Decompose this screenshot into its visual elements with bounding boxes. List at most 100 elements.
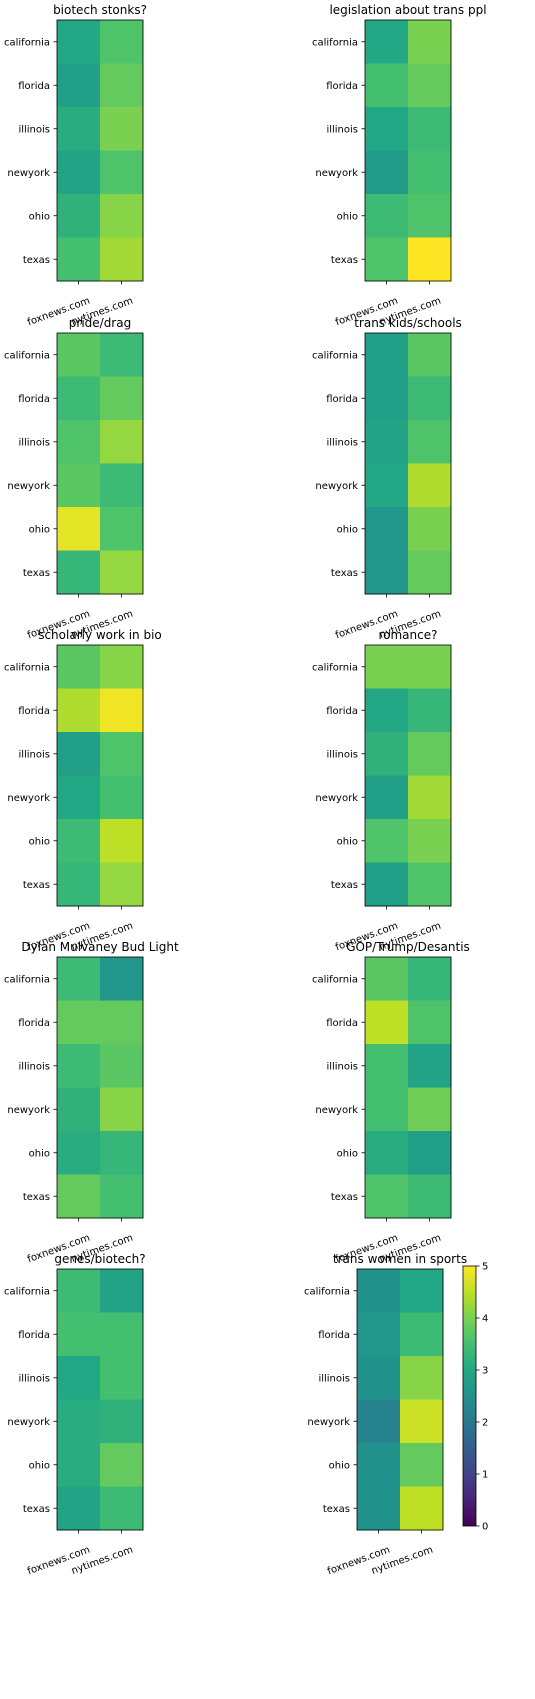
heatmap-cell [408,775,452,820]
heatmap-cell [100,107,144,151]
y-tick-label: newyork [315,481,358,492]
heatmap-cell [57,550,101,595]
y-tick-label: newyork [315,168,358,179]
heatmap-cell [100,237,144,282]
heatmap-cell [400,1443,444,1487]
y-tick-label: ohio [29,836,50,847]
y-tick-label: california [4,1286,50,1297]
heatmap-panel: GOP/Trump/Desantis california florida illin… [312,940,470,1265]
heatmap-cell [57,732,101,776]
y-tick-label: ohio [337,524,358,535]
y-tick-label: newyork [7,481,50,492]
heatmap-cell [365,732,409,776]
heatmap-cell [100,957,144,1001]
y-tick-label: texas [23,1504,50,1515]
heatmap-cell [57,1000,101,1045]
heatmap-cell [57,463,101,508]
y-tick-label: florida [318,1330,350,1341]
heatmap-cell [100,1044,144,1088]
y-tick-label: newyork [307,1417,350,1428]
heatmap-cell [365,1174,409,1219]
y-tick-label: texas [323,1504,350,1515]
heatmap-cell [100,1486,144,1531]
heatmap-cell [57,1356,101,1400]
y-tick-label: ohio [337,836,358,847]
heatmap-panel: legislation about trans ppl california flo… [312,3,487,328]
heatmap-cell [365,645,409,689]
heatmap-cell [100,507,144,551]
panel-frame [56,956,144,1219]
heatmap-cell [57,237,101,282]
y-tick-label: newyork [7,1105,50,1116]
heatmap-cell [100,645,144,689]
heatmap-cell [408,463,452,508]
heatmap-cell [357,1443,401,1487]
heatmap-cell [57,376,101,421]
heatmap-cell [408,237,452,282]
heatmap-cell [100,1131,144,1175]
y-tick-label: california [304,1286,350,1297]
heatmap-cell [57,688,101,733]
y-tick-label: illinois [326,124,358,135]
heatmap-cell [365,376,409,421]
heatmap-cell [100,1174,144,1219]
panel-frame [364,19,452,282]
heatmap-cell [365,1000,409,1045]
heatmap-cell [57,420,101,464]
panel-title: trans kids/schools [354,316,462,330]
heatmap-cell [365,688,409,733]
heatmap-cell [365,194,409,238]
y-tick-label: texas [331,880,358,891]
heatmap-cell [408,1000,452,1045]
heatmap-cell [100,194,144,238]
y-tick-label: newyork [7,1417,50,1428]
y-tick-label: ohio [337,1148,358,1159]
heatmap-cell [365,333,409,377]
heatmap-cell [408,333,452,377]
heatmap-cell [365,237,409,282]
y-tick-label: illinois [326,437,358,448]
heatmap-cell [408,376,452,421]
y-tick-label: california [4,37,50,48]
heatmap-cell [100,1399,144,1444]
y-tick-label: florida [326,394,358,405]
heatmap-cell [100,775,144,820]
heatmap-cell [365,957,409,1001]
heatmap-panel: genes/biotech? california florida illinois n… [4,1252,146,1577]
heatmap-cell [100,1087,144,1132]
y-tick-label: illinois [18,437,50,448]
heatmap-cell [408,1174,452,1219]
y-tick-label: illinois [326,749,358,760]
heatmap-cell [57,819,101,863]
heatmap-cell [100,732,144,776]
heatmap-cell [57,107,101,151]
heatmap-cell [408,688,452,733]
heatmap-cell [57,20,101,64]
heatmap-cell [365,63,409,108]
panel-title: genes/biotech? [54,1252,145,1266]
heatmap-cell [365,20,409,64]
colorbar-tick-label: 1 [482,1470,488,1481]
heatmap-cell [365,507,409,551]
heatmap-cell [100,1000,144,1045]
heatmap-cell [100,20,144,64]
heatmap-cell [100,1269,144,1313]
y-tick-label: illinois [326,1061,358,1072]
colorbar-tick-label: 5 [482,1262,488,1273]
heatmap-cell [57,194,101,238]
heatmap-cell [365,150,409,195]
y-tick-label: ohio [329,1460,350,1471]
y-tick-label: ohio [29,1460,50,1471]
panel-frame [56,19,144,282]
heatmap-cell [100,1356,144,1400]
y-tick-label: illinois [18,1061,50,1072]
colorbar-tick-label: 2 [482,1418,488,1429]
panel-title: pride/drag [69,316,131,330]
heatmap-cell [408,645,452,689]
y-tick-label: florida [326,1018,358,1029]
heatmap-cell [57,1312,101,1357]
panel-frame [364,644,452,907]
y-tick-label: newyork [315,1105,358,1116]
panel-title: romance? [378,628,437,642]
heatmap-cell [408,420,452,464]
